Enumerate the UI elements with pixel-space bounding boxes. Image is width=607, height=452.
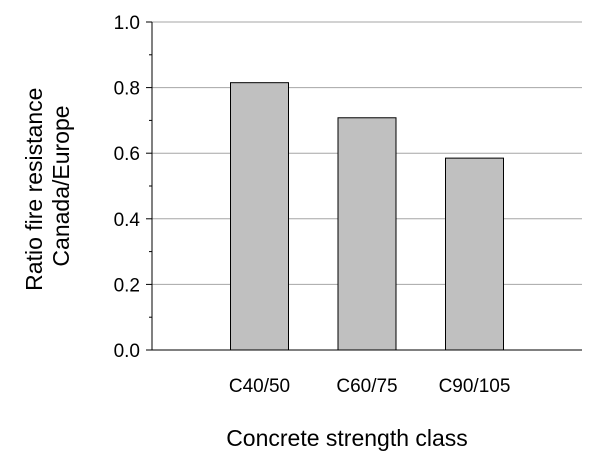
y-axis-title-line-1: Ratio fire resistance	[21, 88, 47, 291]
x-tick-label: C40/50	[229, 376, 290, 397]
bar-c90-105	[445, 157, 504, 351]
y-tick-label: 0.4	[114, 210, 141, 231]
x-tick-label: C90/105	[439, 376, 511, 397]
y-tick-label: 1.0	[114, 13, 140, 34]
bar-c60-75	[337, 117, 397, 351]
x-tick-label: C60/75	[336, 376, 397, 397]
bar-c40-50	[230, 82, 289, 351]
axes	[146, 21, 582, 351]
x-axis-title: Concrete strength class	[226, 425, 468, 451]
y-tick-label: 0.6	[114, 144, 140, 165]
y-tick-label: 0.0	[114, 341, 140, 362]
y-axis-title: Ratio fire resistance Canada/Europe	[21, 81, 74, 291]
x-tick-labels: C40/50 C60/75 C90/105	[229, 376, 511, 397]
bars	[230, 82, 504, 351]
y-axis-title-line-2: Canada/Europe	[48, 105, 74, 266]
y-tick-labels: 0.0 0.2 0.4 0.6 0.8 1.0	[114, 13, 141, 362]
y-tick-label: 0.8	[114, 79, 140, 100]
y-tick-label: 0.2	[114, 275, 140, 296]
